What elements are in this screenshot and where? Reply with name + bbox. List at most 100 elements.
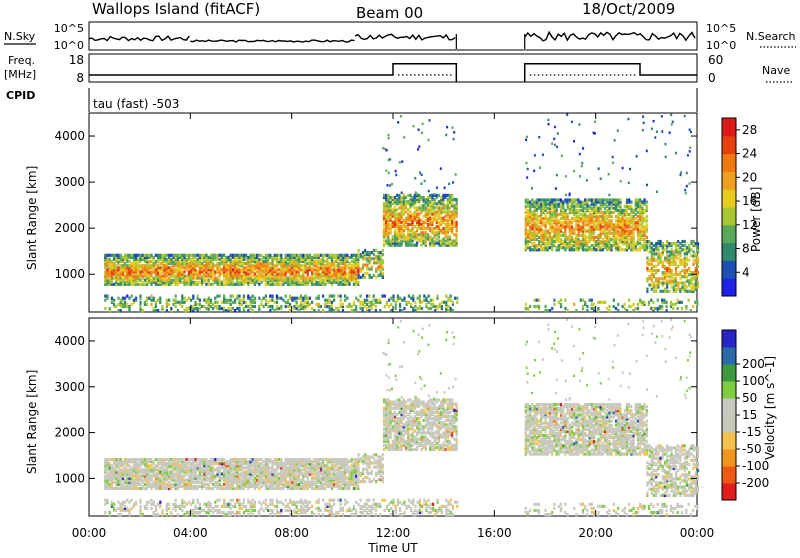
velocity-cell [150,458,152,461]
power-cell [554,126,556,129]
power-cell [324,303,326,306]
power-cell [351,260,353,263]
power-cell [238,307,240,310]
power-cell [445,301,447,304]
power-cell [440,239,442,242]
power-cell [690,248,692,251]
power-cell [531,211,533,214]
power-cell [241,303,243,306]
power-cell [416,227,418,230]
power-cell [628,217,630,220]
velocity-cell [111,458,113,461]
power-cell [653,265,655,268]
power-cell [351,254,353,257]
power-cell [375,305,377,308]
power-cell [197,254,199,257]
power-cell [591,198,593,201]
power-cell [533,170,535,173]
power-cell [373,257,375,260]
power-cell [655,259,657,262]
power-cell [663,299,665,302]
power-cell [558,219,560,222]
power-cell [293,297,295,300]
power-cell [690,131,692,134]
power-cell [362,255,364,258]
power-cell [655,277,657,280]
power-cell [366,299,368,302]
power-cell [613,207,615,210]
power-cell [278,254,280,257]
velocity-cell [150,475,152,478]
y-tick-label: 2000 [54,221,85,235]
power-cell [429,200,431,203]
power-cell [181,305,183,308]
power-cell [335,254,337,257]
power-cell [608,230,610,233]
power-cell [326,254,328,257]
power-cell [194,277,196,280]
power-cell [419,305,421,308]
power-cell [318,254,320,257]
power-cell [395,301,397,304]
power-cell [525,211,527,214]
power-cell [639,246,641,249]
power-cell [366,307,368,310]
power-cell [526,176,528,179]
power-cell [642,129,644,132]
velocity-cell [139,458,141,461]
power-cell [366,295,368,298]
power-cell [276,295,278,298]
power-cell [443,301,445,304]
power-cell [553,240,555,243]
power-cell [684,281,686,284]
power-cell [412,213,414,216]
power-cell [412,307,414,310]
power-cell [186,307,188,310]
power-cell [124,275,126,278]
power-cell [595,198,597,201]
power-cell [271,295,273,298]
power-cell [388,137,390,140]
power-cell [604,203,606,206]
power-cell [428,307,430,310]
power-cell [436,187,438,190]
power-cell [438,239,440,242]
power-cell [396,198,398,201]
power-cell [212,262,214,265]
velocity-cell [183,479,185,482]
power-cell [626,309,628,312]
power-cell [646,288,648,291]
velocity-cell [159,466,161,469]
power-cell [302,268,304,271]
velocity-cell [139,487,141,490]
velocity-cell [113,458,115,461]
power-cell [580,213,582,216]
power-cell [243,307,245,310]
power-cell [382,147,384,150]
power-cell [628,242,630,245]
power-cell [407,213,409,216]
power-cell [331,272,333,275]
power-cell [584,211,586,214]
power-cell [542,230,544,233]
power-cell [197,270,199,273]
power-cell [355,305,357,308]
power-cell [688,299,690,302]
power-cell [382,253,384,256]
power-cell [351,264,353,267]
power-cell [453,138,455,141]
power-cell [232,260,234,263]
power-cell [230,299,232,302]
power-cell [289,254,291,257]
power-cell [221,254,223,257]
power-cell [120,299,122,302]
power-cell [686,257,688,260]
power-cell [649,263,651,266]
power-cell [304,301,306,304]
power-cell [657,246,659,249]
power-cell [573,248,575,251]
power-cell [567,221,569,224]
power-cell [680,174,682,177]
power-cell [651,267,653,270]
power-cell [398,206,400,209]
